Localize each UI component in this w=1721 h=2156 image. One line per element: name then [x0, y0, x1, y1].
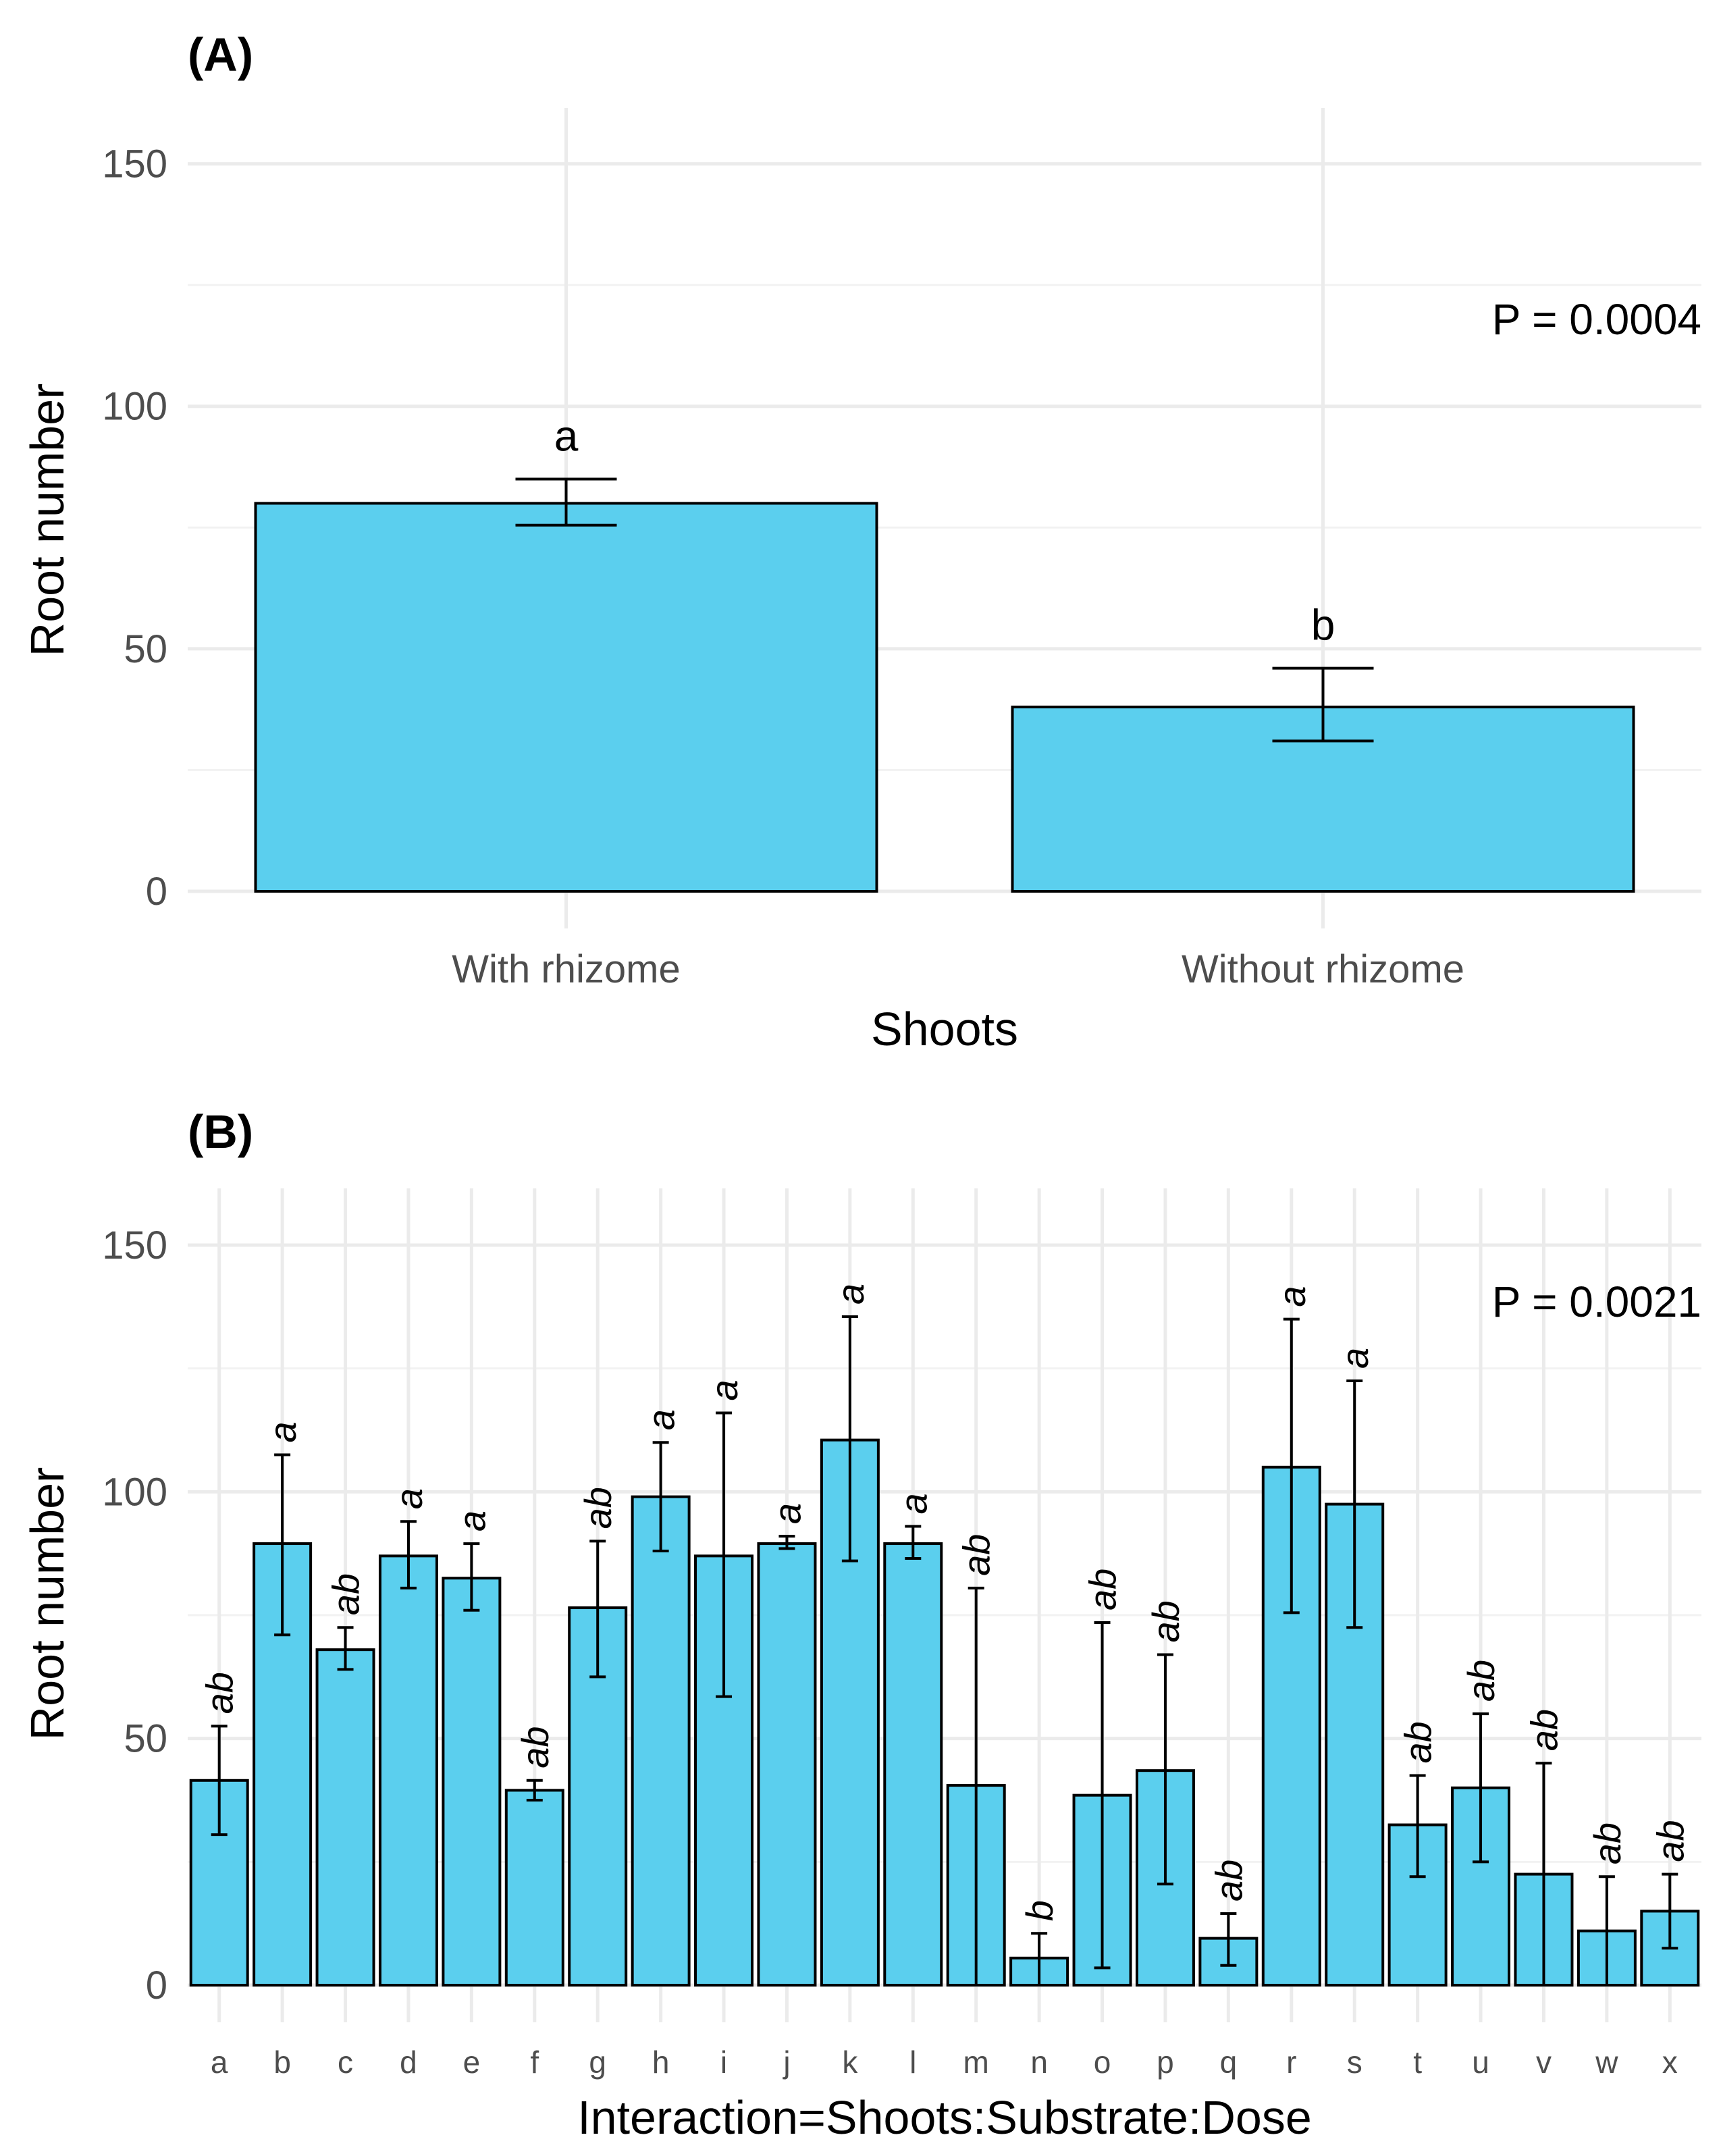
p-value-annotation: P = 0.0021: [1492, 1278, 1701, 1326]
bar-with-rhizome: [254, 502, 878, 893]
y-tick-label: 100: [102, 1470, 167, 1514]
significance-letter: b: [1018, 1900, 1061, 1921]
significance-letter: ab: [955, 1534, 998, 1576]
x-tick-label: i: [720, 2045, 727, 2080]
significance-letter: a: [703, 1379, 745, 1400]
significance-letter: a: [1271, 1286, 1313, 1307]
significance-letter: ab: [1460, 1660, 1502, 1702]
x-tick-label: r: [1286, 2045, 1296, 2080]
x-tick-label: x: [1662, 2045, 1678, 2080]
y-tick-label: 50: [124, 1717, 167, 1761]
x-tick-label: k: [842, 2045, 858, 2080]
x-tick-label: b: [273, 2045, 291, 2080]
significance-letter: a: [640, 1409, 683, 1430]
x-tick-label: j: [782, 2045, 790, 2080]
y-tick-label: 0: [146, 870, 167, 914]
y-axis-title: Root number: [21, 384, 74, 657]
bar-f: [504, 1789, 564, 1987]
x-tick-label: s: [1347, 2045, 1362, 2080]
significance-letter: a: [892, 1493, 934, 1514]
significance-letter: ab: [1207, 1860, 1250, 1901]
x-axis-title: Shoots: [871, 1003, 1018, 1055]
significance-letter: ab: [514, 1726, 556, 1768]
bar-l: [883, 1542, 943, 1987]
y-tick-label: 50: [124, 627, 167, 671]
x-tick-label: c: [338, 2045, 353, 2080]
x-tick-label: Without rhizome: [1182, 947, 1464, 991]
y-tick-label: 100: [102, 385, 167, 429]
significance-letter: a: [388, 1488, 430, 1509]
bar-e: [442, 1577, 502, 1987]
bar-d: [378, 1554, 438, 1987]
significance-letter: ab: [577, 1487, 619, 1529]
significance-letter: ab: [1082, 1569, 1124, 1610]
bar-h: [631, 1495, 691, 1987]
significance-letter: a: [450, 1510, 493, 1531]
x-tick-label: n: [1030, 2045, 1048, 2080]
x-tick-label: a: [211, 2045, 228, 2080]
p-value-annotation: P = 0.0004: [1492, 295, 1701, 344]
significance-letter: a: [829, 1284, 872, 1305]
y-tick-label: 150: [102, 1224, 167, 1267]
x-tick-label: m: [963, 2045, 989, 2080]
bar-j: [757, 1542, 817, 1987]
y-tick-label: 0: [146, 1964, 167, 2007]
significance-letter: b: [1311, 601, 1335, 650]
significance-letter: ab: [325, 1573, 367, 1615]
panel-label: (B): [188, 1105, 253, 1158]
x-tick-label: l: [909, 2045, 916, 2080]
x-tick-label: q: [1220, 2045, 1238, 2080]
significance-letter: a: [766, 1503, 808, 1524]
x-tick-label: o: [1094, 2045, 1111, 2080]
x-tick-label: t: [1413, 2045, 1422, 2080]
x-tick-label: d: [400, 2045, 417, 2080]
y-axis-title: Root number: [21, 1467, 74, 1741]
x-axis-title: Interaction=Shoots:Substrate:Dose: [577, 2091, 1312, 2144]
significance-letter: ab: [198, 1672, 241, 1714]
y-tick-label: 150: [102, 142, 167, 186]
significance-letter: a: [1333, 1348, 1376, 1369]
significance-letter: ab: [1523, 1709, 1565, 1751]
x-tick-label: u: [1472, 2045, 1489, 2080]
x-tick-label: f: [530, 2045, 539, 2080]
significance-letter: ab: [1144, 1600, 1187, 1642]
x-tick-label: With rhizome: [452, 947, 680, 991]
significance-letter: ab: [1397, 1721, 1439, 1763]
x-tick-label: v: [1536, 2045, 1552, 2080]
bar-c: [315, 1648, 375, 1987]
panel-label: (A): [188, 28, 253, 81]
significance-letter: ab: [1649, 1820, 1691, 1862]
significance-letter: a: [261, 1421, 304, 1442]
significance-letter: ab: [1586, 1822, 1629, 1864]
x-tick-label: g: [589, 2045, 606, 2080]
x-tick-label: p: [1157, 2045, 1174, 2080]
x-tick-label: h: [652, 2045, 670, 2080]
significance-letter: a: [554, 411, 579, 460]
x-tick-label: e: [463, 2045, 481, 2080]
x-tick-label: w: [1595, 2045, 1618, 2080]
